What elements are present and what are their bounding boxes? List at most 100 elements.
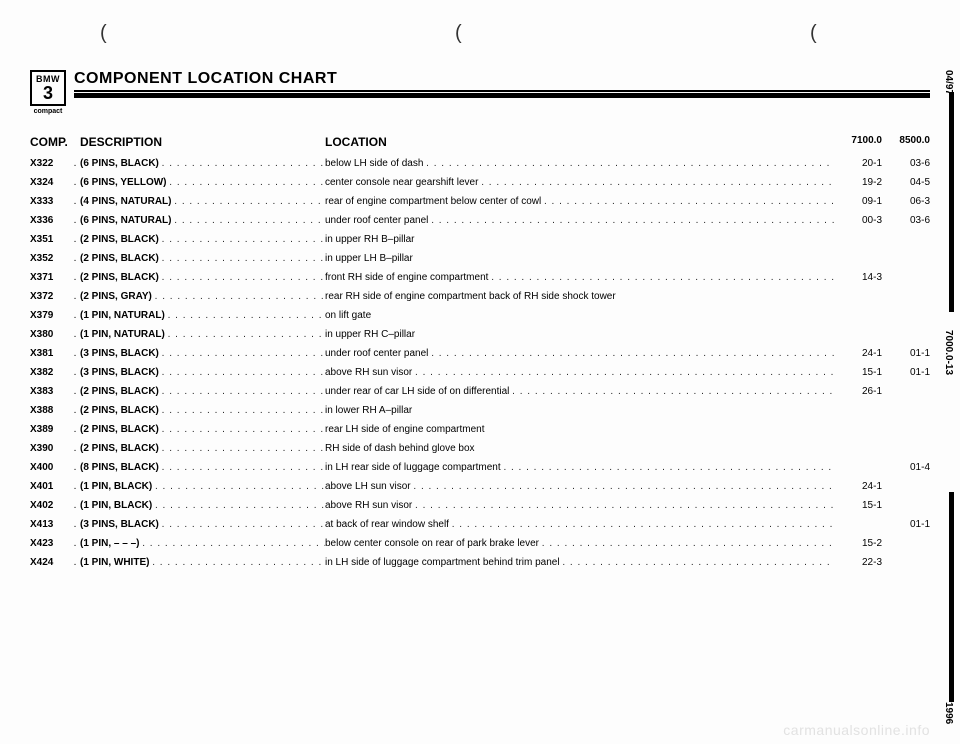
cell-bullet: . [70,499,80,512]
table-row: X423.(1 PIN, – – –) below center console… [30,537,930,550]
cell-description: (6 PINS, YELLOW) [80,176,325,189]
table-row: X383.(2 PINS, BLACK) under rear of car L… [30,385,930,398]
cell-ref-8500: 01-1 [882,518,930,531]
table-row: X401.(1 PIN, BLACK) above LH sun visor 2… [30,480,930,493]
cell-location: in lower RH A–pillar [325,404,834,417]
paren-mark: ( [455,22,462,45]
table-row: X336.(6 PINS, NATURAL) under roof center… [30,214,930,227]
cell-description: (3 PINS, BLACK) [80,518,325,531]
page-title: COMPONENT LOCATION CHART [74,70,930,92]
cell-ref-8500: 06-3 [882,195,930,208]
cell-ref-7100: 09-1 [834,195,882,208]
cell-bullet: . [70,157,80,170]
paren-mark: ( [100,22,107,45]
table-row: X333.(4 PINS, NATURAL) rear of engine co… [30,195,930,208]
cell-comp: X383 [30,385,70,398]
cell-bullet: . [70,309,80,322]
cell-location: above LH sun visor [325,480,834,493]
cell-ref-7100: 22-3 [834,556,882,569]
cell-ref-7100: 15-1 [834,499,882,512]
side-year: 1996 [943,702,954,724]
cell-bullet: . [70,328,80,341]
cell-ref-7100: 00-3 [834,214,882,227]
cell-location: rear LH side of engine compartment [325,423,834,436]
cell-bullet: . [70,195,80,208]
cell-ref-7100: 15-2 [834,537,882,550]
cell-comp: X324 [30,176,70,189]
cell-bullet: . [70,271,80,284]
table-row: X413.(3 PINS, BLACK) at back of rear win… [30,518,930,531]
cell-bullet: . [70,366,80,379]
table-row: X379.(1 PIN, NATURAL) on lift gate [30,309,930,322]
cell-location: in LH rear side of luggage compartment [325,461,834,474]
cell-description: (1 PIN, BLACK) [80,499,325,512]
cell-bullet: . [70,518,80,531]
cell-bullet: . [70,252,80,265]
page: ( ( ( BMW 3 compact COMPONENT LOCATION C… [0,0,960,744]
page-header: BMW 3 compact COMPONENT LOCATION CHART [30,70,930,115]
side-bar-bottom [949,492,954,702]
cell-description: (1 PIN, WHITE) [80,556,325,569]
cell-description: (2 PINS, BLACK) [80,252,325,265]
bmw-logo: BMW 3 compact [30,70,66,115]
cell-ref-7100: 26-1 [834,385,882,398]
cell-location: RH side of dash behind glove box [325,442,834,455]
cell-location: at back of rear window shelf [325,518,834,531]
side-ref: 7000.0-13 [943,330,954,375]
cell-ref-8500: 01-4 [882,461,930,474]
cell-description: (2 PINS, BLACK) [80,271,325,284]
cell-ref-7100: 20-1 [834,157,882,170]
table-row: X400.(8 PINS, BLACK) in LH rear side of … [30,461,930,474]
cell-comp: X423 [30,537,70,550]
col-header-location: LOCATION [325,135,834,149]
cell-location: front RH side of engine compartment [325,271,834,284]
cell-bullet: . [70,404,80,417]
table-row: X402.(1 PIN, BLACK) above RH sun visor 1… [30,499,930,512]
cell-bullet: . [70,214,80,227]
cell-ref-8500: 03-6 [882,157,930,170]
cell-description: (6 PINS, NATURAL) [80,214,325,227]
cell-location: in LH side of luggage compartment behind… [325,556,834,569]
cell-comp: X382 [30,366,70,379]
cell-comp: X336 [30,214,70,227]
cell-location: under rear of car LH side of on differen… [325,385,834,398]
cell-ref-8500: 03-6 [882,214,930,227]
cell-comp: X380 [30,328,70,341]
cell-bullet: . [70,556,80,569]
cell-description: (1 PIN, BLACK) [80,480,325,493]
logo-text-3: 3 [43,84,53,102]
watermark: carmanualsonline.info [783,722,930,738]
cell-location: in upper RH B–pillar [325,233,834,246]
cell-ref-8500: 01-1 [882,347,930,360]
cell-location: under roof center panel [325,347,834,360]
table-row: X388.(2 PINS, BLACK) in lower RH A–pilla… [30,404,930,417]
table-row: X372.(2 PINS, GRAY) rear RH side of engi… [30,290,930,303]
cell-location: rear RH side of engine compartment back … [325,290,834,303]
cell-bullet: . [70,233,80,246]
col-header-8500: 8500.0 [882,135,930,149]
cell-description: (4 PINS, NATURAL) [80,195,325,208]
col-header-comp: COMP. [30,135,80,149]
cell-description: (2 PINS, GRAY) [80,290,325,303]
cell-location: above RH sun visor [325,366,834,379]
cell-description: (1 PIN, NATURAL) [80,328,325,341]
cell-description: (2 PINS, BLACK) [80,442,325,455]
cell-comp: X322 [30,157,70,170]
paren-mark: ( [810,22,817,45]
cell-comp: X372 [30,290,70,303]
side-strip: 04/97 7000.0-13 1996 [936,70,954,724]
col-header-7100: 7100.0 [834,135,882,149]
cell-comp: X390 [30,442,70,455]
cell-description: (8 PINS, BLACK) [80,461,325,474]
cell-description: (1 PIN, NATURAL) [80,309,325,322]
cell-ref-7100: 19-2 [834,176,882,189]
cell-ref-7100: 15-1 [834,366,882,379]
cell-comp: X388 [30,404,70,417]
table-row: X390.(2 PINS, BLACK) RH side of dash beh… [30,442,930,455]
cell-ref-7100: 14-3 [834,271,882,284]
title-block: COMPONENT LOCATION CHART [74,70,930,98]
table-row: X424.(1 PIN, WHITE) in LH side of luggag… [30,556,930,569]
table-row: X371.(2 PINS, BLACK) front RH side of en… [30,271,930,284]
cell-comp: X400 [30,461,70,474]
cell-bullet: . [70,347,80,360]
